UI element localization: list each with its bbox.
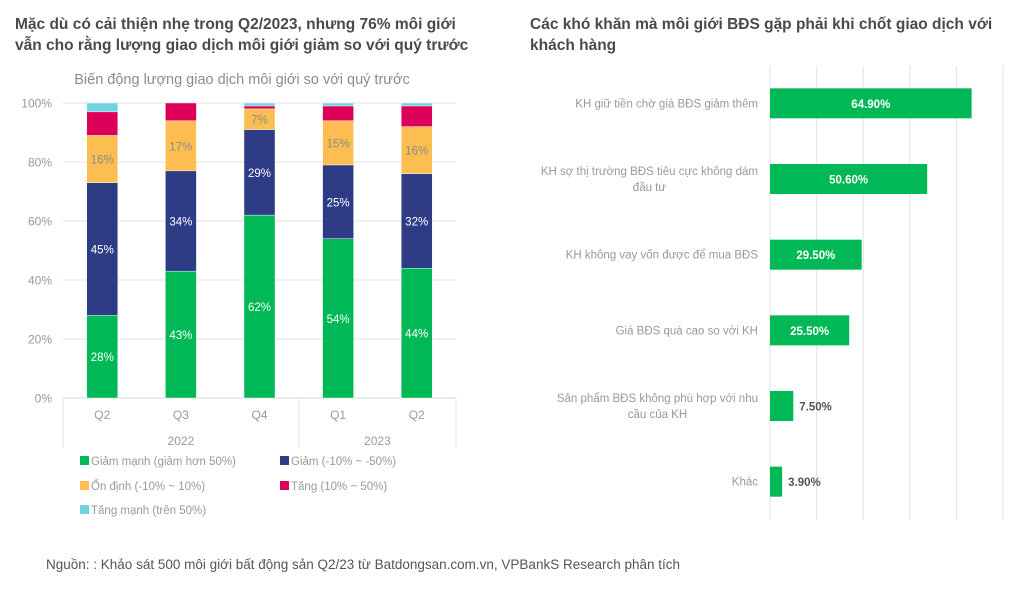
- legend-swatch: [80, 456, 89, 465]
- data-label: 32%: [405, 217, 428, 229]
- horizontal-bar: [770, 88, 972, 119]
- legend-swatch: [280, 456, 289, 465]
- stacked-bar-segment: [243, 105, 276, 110]
- data-label: 50.60%: [829, 175, 868, 187]
- data-label: 28%: [91, 352, 114, 364]
- stacked-bar-segment: [86, 182, 119, 316]
- data-label: 16%: [405, 146, 428, 158]
- legend-label: Ổn định (-10% ~ 10%): [91, 480, 205, 493]
- legend-swatch: [280, 481, 289, 490]
- stacked-bar-segment: [243, 129, 276, 216]
- horizontal-bar: [770, 315, 850, 346]
- right-chart-heading: Các khó khăn mà môi giới BĐS gặp phải kh…: [530, 16, 993, 54]
- left-chart-heading: Mặc dù có cải thiện nhẹ trong Q2/2023, n…: [15, 16, 469, 54]
- stacked-bar-segment: [86, 315, 119, 399]
- data-label: 64.90%: [851, 99, 890, 111]
- data-label: 54%: [327, 314, 350, 326]
- x-tick-label: Q1: [330, 408, 346, 422]
- data-label: 16%: [91, 155, 114, 167]
- category-label: Khác: [732, 477, 758, 489]
- data-label: 7.50%: [799, 402, 832, 414]
- x-group-label: 2023: [364, 434, 391, 448]
- data-label: 29.50%: [796, 250, 835, 262]
- data-label: 7%: [251, 115, 268, 127]
- stacked-bar-segment: [165, 120, 197, 172]
- data-label: 62%: [248, 302, 271, 314]
- legend-swatch: [80, 505, 89, 514]
- horizontal-bar: [770, 164, 928, 194]
- horizontal-bar: [770, 391, 794, 421]
- data-label: 45%: [91, 245, 114, 257]
- data-label: 43%: [169, 330, 192, 342]
- data-label: 25%: [327, 197, 350, 209]
- x-tick-label: Q3: [173, 408, 189, 422]
- y-tick-label: 80%: [28, 156, 52, 170]
- stacked-bar-segment: [86, 102, 119, 113]
- legend-label: Giảm mạnh (giảm hơn 50%): [91, 456, 236, 468]
- stacked-bar-segment: [243, 214, 276, 399]
- category-label: KH sợ thị trường BĐS tiêu cực không dám: [541, 166, 758, 178]
- legend-label: Tăng mạnh (trên 50%): [91, 505, 206, 517]
- data-label: 17%: [169, 141, 192, 153]
- stacked-bar-segment: [401, 102, 433, 107]
- stacked-bar-segment: [322, 105, 354, 121]
- stacked-bar-segment: [322, 120, 354, 166]
- category-label: Sản phẩm BĐS không phù hợp với nhu: [557, 393, 758, 405]
- legend-label: Giảm (-10% ~ -50%): [291, 456, 396, 468]
- horizontal-bar: [770, 466, 783, 497]
- y-tick-label: 20%: [28, 333, 52, 347]
- stacked-bar-segment: [322, 238, 354, 399]
- legend-swatch: [80, 481, 89, 490]
- stacked-bar-segment: [401, 126, 433, 174]
- y-tick-label: 100%: [21, 97, 52, 111]
- x-tick-label: Q4: [251, 408, 267, 422]
- source-note: Nguồn: : Khảo sát 500 môi giới bất động …: [46, 557, 681, 572]
- data-label: 29%: [248, 168, 271, 180]
- data-label: 3.90%: [788, 477, 821, 489]
- y-tick-label: 0%: [35, 392, 53, 406]
- horizontal-bar: [770, 239, 862, 270]
- category-label: KH không vay vốn được để mua BĐS: [566, 250, 759, 262]
- stacked-bar-segment: [243, 102, 276, 107]
- x-tick-label: Q2: [409, 408, 425, 422]
- stacked-bar-segment: [86, 135, 119, 183]
- category-label: đầu tư: [633, 182, 667, 194]
- stacked-bar-segment: [165, 270, 197, 399]
- y-tick-label: 60%: [28, 215, 52, 229]
- y-tick-label: 40%: [28, 274, 52, 288]
- category-label: cầu của KH: [628, 409, 687, 421]
- category-label: KH giữ tiền chờ giá BĐS giảm thêm: [575, 98, 758, 110]
- left-chart-title: Biến động lượng giao dịch môi giới so vớ…: [74, 72, 410, 88]
- x-group-label: 2022: [168, 434, 195, 448]
- stacked-bar-segment: [322, 164, 354, 239]
- stacked-bar-segment: [165, 170, 197, 272]
- data-label: 25.50%: [790, 326, 829, 338]
- category-label: Giá BĐS quá cao so với KH: [616, 325, 758, 337]
- data-label: 44%: [405, 329, 428, 341]
- x-tick-label: Q2: [94, 408, 110, 422]
- stacked-bar-segment: [165, 102, 197, 121]
- stacked-bar-segment: [401, 105, 433, 127]
- stacked-bar-segment: [86, 111, 119, 136]
- data-label: 34%: [169, 217, 192, 229]
- data-label: 15%: [327, 138, 350, 150]
- stacked-bar-segment: [322, 102, 354, 107]
- legend-label: Tăng (10% ~ 50%): [291, 481, 387, 493]
